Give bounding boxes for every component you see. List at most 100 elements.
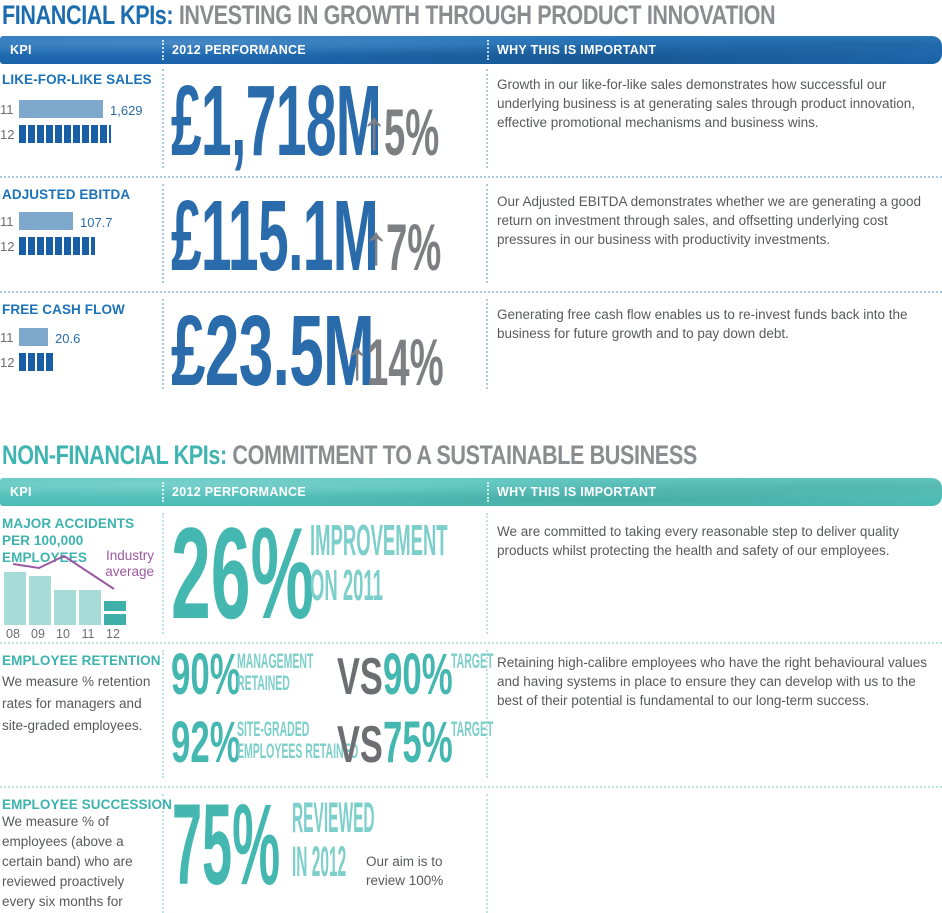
why-important-text: Generating free cash flow enables us to … — [497, 307, 908, 341]
up-arrow-icon: ↑ — [343, 328, 371, 391]
kpi-title: LIKE-FOR-LIKE SALES — [2, 72, 152, 87]
nonfinancial-section-title: NON-FINANCIAL KPIs: COMMITMENT TO A SUST… — [2, 441, 871, 469]
stat-label-line1: MANAGEMENT — [237, 650, 314, 673]
up-arrow-icon: ↑ — [360, 98, 388, 161]
chart-year-tick: 12 — [106, 627, 120, 641]
financial-section-title: FINANCIAL KPIs: INVESTING IN GROWTH THRO… — [2, 1, 942, 29]
column-divider — [486, 513, 488, 634]
financial-title-prefix: FINANCIAL KPIs: — [2, 0, 174, 30]
bar-2012 — [19, 125, 111, 143]
kpi-description: We measure % of employees (above a certa… — [2, 814, 133, 909]
bar-2011-value: 1,629 — [110, 103, 143, 118]
performance-label-line2: IN 2012 — [292, 838, 347, 886]
financial-table-header: KPI 2012 PERFORMANCE WHY THIS IS IMPORTA… — [0, 36, 942, 64]
table-row: EMPLOYEE RETENTION We measure % retentio… — [0, 644, 942, 788]
column-divider — [486, 299, 488, 389]
chart-year-tick: 08 — [6, 627, 20, 641]
year-label-2011: 11 — [0, 214, 14, 229]
why-important-text: Growth in our like-for-like sales demons… — [497, 77, 916, 130]
accidents-bar-chart — [4, 554, 126, 625]
nonfinancial-header-why: WHY THIS IS IMPORTANT — [497, 485, 657, 499]
column-divider — [486, 650, 488, 778]
performance-label-line1: IMPROVEMENT — [310, 516, 448, 565]
why-important-text: We are committed to taking every reasona… — [497, 524, 899, 558]
nonfinancial-title-text: COMMITMENT TO A SUSTAINABLE BUSINESS — [232, 440, 697, 470]
change-percent: 14% — [367, 325, 444, 399]
why-important-text: Our Adjusted EBITDA demonstrates whether… — [497, 194, 921, 247]
performance-figure: 26% — [171, 500, 315, 646]
financial-header-why: WHY THIS IS IMPORTANT — [497, 43, 657, 57]
why-important-text: Retaining high-calibre employees who hav… — [497, 655, 928, 708]
industry-average-legend: Industry average — [105, 548, 154, 579]
target-label: TARGET — [451, 718, 494, 741]
column-divider — [486, 184, 488, 283]
target-label: TARGET — [451, 650, 494, 673]
table-row: EMPLOYEE SUCCESSION We measure % of empl… — [0, 788, 942, 913]
table-row: LIKE-FOR-LIKE SALES 11 1,629 12 £1,718M … — [0, 63, 942, 178]
nonfinancial-header-performance: 2012 PERFORMANCE — [172, 485, 306, 499]
stat-label-line2: RETAINED — [237, 672, 290, 695]
vs-label: VS — [337, 648, 383, 706]
bar-2011 — [19, 328, 48, 346]
chart-year-tick: 11 — [81, 627, 95, 641]
chart-year-tick: 10 — [56, 627, 70, 641]
performance-label-line2: ON 2011 — [310, 561, 383, 610]
year-label-2012: 12 — [0, 239, 15, 254]
kpi-title: FREE CASH FLOW — [2, 302, 125, 317]
bar-2011-value: 107.7 — [80, 215, 113, 230]
column-divider — [162, 69, 164, 168]
bar-2011-value: 20.6 — [55, 331, 81, 346]
table-row: FREE CASH FLOW 11 20.6 12 £23.5M ↑ 14% G… — [0, 293, 942, 407]
stat-value: 92% — [171, 710, 241, 775]
vs-label: VS — [337, 716, 383, 774]
target-value: 75% — [383, 710, 453, 775]
nonfinancial-title-prefix: NON-FINANCIAL KPIs: — [2, 440, 227, 470]
year-label-2011: 11 — [0, 102, 14, 117]
column-divider — [162, 650, 164, 778]
aim-note: Our aim is to review 100% — [366, 854, 444, 888]
bar-2011 — [19, 212, 73, 230]
column-divider — [162, 299, 164, 389]
stat-label-line1: SITE-GRADED — [237, 718, 310, 741]
year-label-2012: 12 — [0, 355, 15, 370]
column-divider — [486, 794, 488, 913]
performance-label-line1: REVIEWED — [292, 794, 375, 842]
table-row: ADJUSTED EBITDA 11 107.7 12 £115.1M ↑ 7%… — [0, 178, 942, 293]
performance-figure: £1,718M — [171, 65, 382, 177]
kpi-title: ADJUSTED EBITDA — [2, 187, 131, 202]
header-divider — [487, 40, 489, 60]
kpi-title: MAJOR ACCIDENTS PER 100,000 EMPLOYEES — [2, 516, 135, 565]
table-row: MAJOR ACCIDENTS PER 100,000 EMPLOYEES In… — [0, 507, 942, 644]
financial-title-text: INVESTING IN GROWTH THROUGH PRODUCT INNO… — [178, 0, 776, 30]
up-arrow-icon: ↑ — [362, 213, 390, 276]
target-value: 90% — [383, 642, 453, 707]
kpi-description: We measure % retention rates for manager… — [2, 674, 151, 733]
change-percent: 5% — [384, 95, 440, 169]
chart-year-tick: 09 — [31, 627, 45, 641]
header-divider — [162, 40, 164, 60]
nonfinancial-table-header: KPI 2012 PERFORMANCE WHY THIS IS IMPORTA… — [0, 478, 942, 506]
kpi-title: EMPLOYEE SUCCESSION — [2, 797, 172, 812]
bar-2012 — [19, 353, 55, 371]
financial-header-performance: 2012 PERFORMANCE — [172, 43, 306, 57]
header-divider — [487, 482, 489, 502]
column-divider — [486, 69, 488, 168]
stat-label-line2: EMPLOYEES RETAINED — [237, 740, 359, 763]
year-label-2012: 12 — [0, 127, 15, 142]
performance-figure: 75% — [172, 781, 281, 909]
kpi-title: EMPLOYEE RETENTION — [2, 653, 161, 668]
year-label-2011: 11 — [0, 330, 14, 345]
change-percent: 7% — [386, 210, 442, 284]
bar-2012 — [19, 237, 95, 255]
column-divider — [162, 794, 164, 913]
column-divider — [162, 513, 164, 634]
performance-figure: £115.1M — [171, 180, 379, 292]
header-divider — [162, 482, 164, 502]
performance-figure: £23.5M — [171, 295, 375, 407]
stat-value: 90% — [171, 642, 241, 707]
nonfinancial-header-kpi: KPI — [10, 485, 32, 499]
column-divider — [162, 184, 164, 283]
bar-2011 — [19, 100, 103, 118]
financial-header-kpi: KPI — [10, 43, 32, 57]
